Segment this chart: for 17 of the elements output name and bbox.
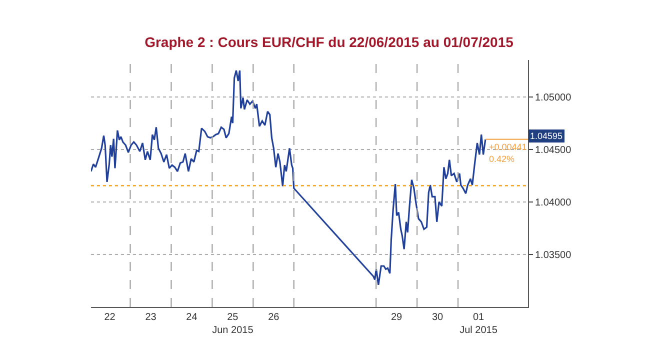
x-tick-label: 23 [145,312,157,323]
ref-line-label: 1.04595 [530,131,563,141]
y-tick-label: 1.04500 [535,144,572,156]
x-tick-label: 29 [390,312,403,323]
chart-title: Graphe 2 : Cours EUR/CHF du 22/06/2015 au 01/07/2015 [144,34,514,50]
x-tick-label: 26 [268,312,280,323]
y-tick-label: 1.05000 [535,92,572,104]
x-tick-label: 24 [186,312,198,323]
annotation: +0.00441 [489,142,527,152]
x-tick-label: 25 Jun 2015 [212,312,254,336]
y-tick-label: 1.03500 [535,250,572,261]
y-tick-label: 1.04000 [535,197,572,208]
line-series [91,70,486,286]
x-tick-label: 01 Jul 2015 [460,312,498,336]
x-tick-label: 30 [432,312,444,323]
annotation: 0.42% [489,154,515,164]
x-tick-label: 22 [104,312,116,323]
